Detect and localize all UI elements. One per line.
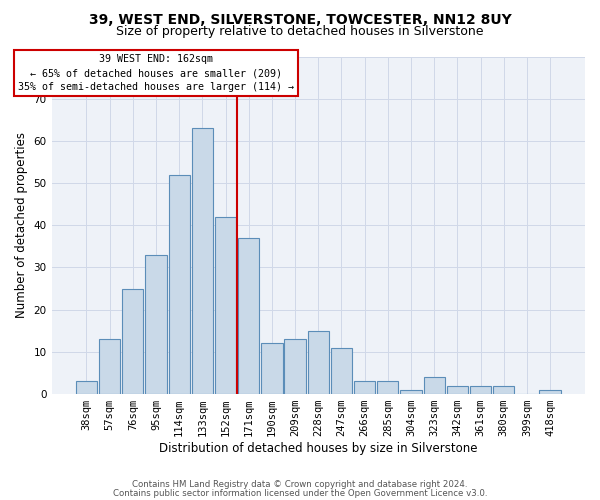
Bar bbox=[539, 390, 561, 394]
Bar bbox=[284, 339, 306, 394]
Text: 39 WEST END: 162sqm
← 65% of detached houses are smaller (209)
35% of semi-detac: 39 WEST END: 162sqm ← 65% of detached ho… bbox=[18, 54, 294, 92]
Text: Contains public sector information licensed under the Open Government Licence v3: Contains public sector information licen… bbox=[113, 488, 487, 498]
Bar bbox=[145, 255, 167, 394]
Text: 39, WEST END, SILVERSTONE, TOWCESTER, NN12 8UY: 39, WEST END, SILVERSTONE, TOWCESTER, NN… bbox=[89, 12, 511, 26]
Bar bbox=[122, 288, 143, 394]
Bar bbox=[424, 377, 445, 394]
Bar bbox=[493, 386, 514, 394]
Bar bbox=[470, 386, 491, 394]
Bar bbox=[446, 386, 468, 394]
Bar bbox=[400, 390, 422, 394]
Bar bbox=[308, 331, 329, 394]
Text: Size of property relative to detached houses in Silverstone: Size of property relative to detached ho… bbox=[116, 25, 484, 38]
Bar bbox=[377, 382, 398, 394]
Bar bbox=[76, 382, 97, 394]
X-axis label: Distribution of detached houses by size in Silverstone: Distribution of detached houses by size … bbox=[159, 442, 478, 455]
Bar bbox=[169, 174, 190, 394]
Bar bbox=[99, 339, 120, 394]
Bar bbox=[238, 238, 259, 394]
Bar bbox=[331, 348, 352, 394]
Text: Contains HM Land Registry data © Crown copyright and database right 2024.: Contains HM Land Registry data © Crown c… bbox=[132, 480, 468, 489]
Bar bbox=[354, 382, 375, 394]
Y-axis label: Number of detached properties: Number of detached properties bbox=[15, 132, 28, 318]
Bar bbox=[261, 344, 283, 394]
Bar bbox=[191, 128, 213, 394]
Bar bbox=[215, 217, 236, 394]
